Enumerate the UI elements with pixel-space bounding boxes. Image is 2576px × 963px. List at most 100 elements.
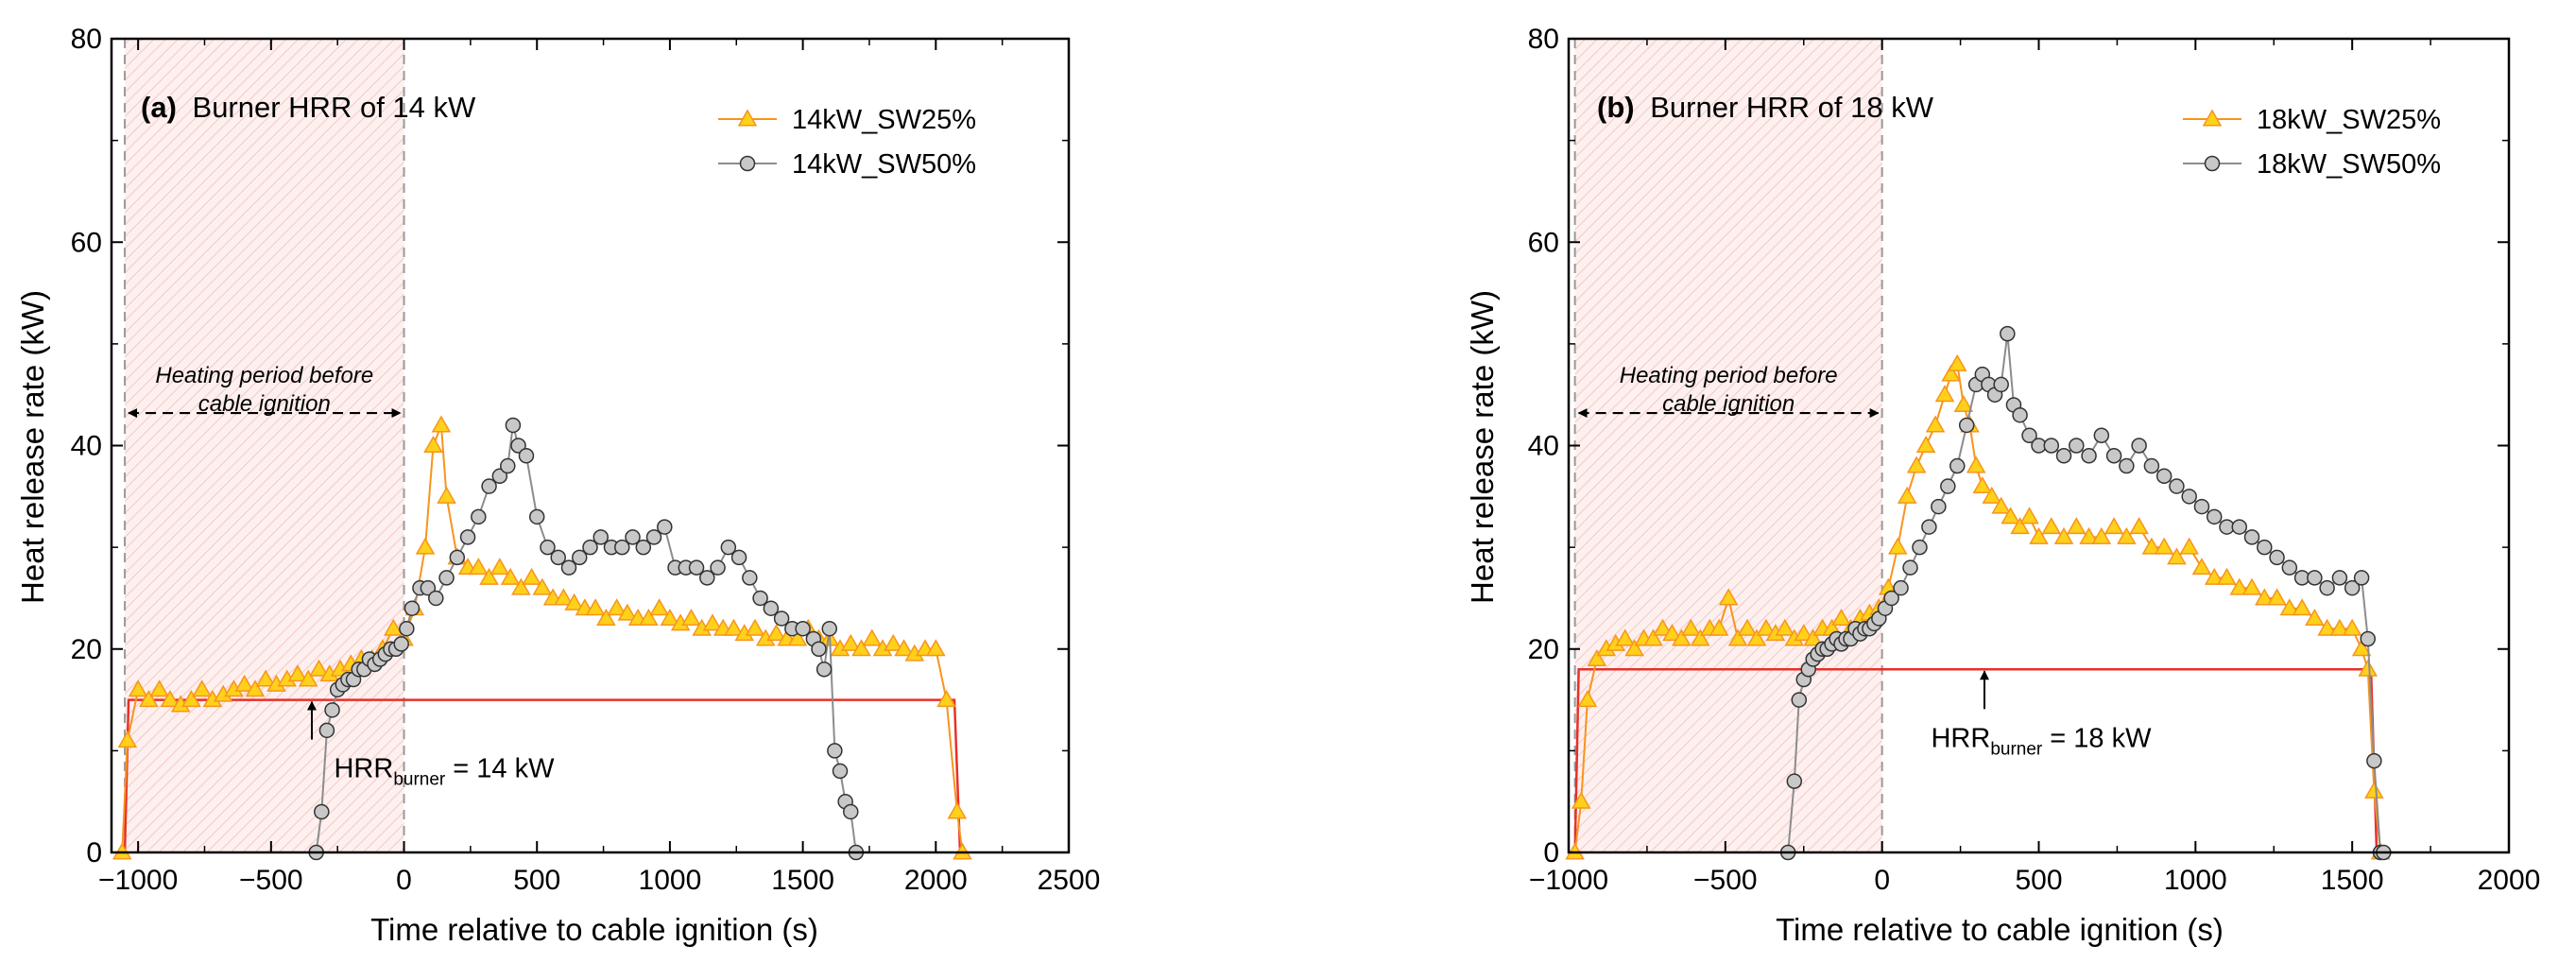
panel-a-series-1-point — [471, 508, 487, 525]
panel-a-y-tick-label: 60 — [71, 227, 102, 258]
panel-a-series-0-point — [298, 669, 318, 687]
panel-a-series-0-point — [617, 603, 638, 621]
panel-b-series-0-point — [1718, 588, 1739, 606]
panel-b-series-1-point — [2243, 529, 2260, 545]
panel-b-series-1-point — [1791, 692, 1808, 708]
panel-a-series-1-point — [832, 763, 849, 780]
panel-b-series-1-point — [1931, 498, 1947, 515]
panel-a-series-0-point — [160, 690, 180, 708]
panel-b-series-0-point — [1803, 628, 1823, 646]
panel-b-series-0-point — [2167, 547, 2187, 565]
panel-a-series-0-point — [883, 633, 903, 651]
panel-b-series-0-point — [1737, 618, 1758, 636]
panel-b-series-0-point — [2191, 558, 2212, 576]
panel-a-heating-label-line-0: Heating period before — [155, 363, 373, 388]
panel-b-series-1-point — [2169, 478, 2185, 494]
panel-b-series-0-point — [2204, 567, 2224, 585]
panel-b-series-0-point — [2079, 526, 2099, 544]
panel-b-series-0-point — [2305, 608, 2325, 626]
panel-b-series-1-point — [2360, 630, 2376, 647]
panel-a-series-1-point — [582, 539, 598, 556]
panel-a-series-0-point — [787, 628, 808, 646]
panel-a-series-1-point — [428, 590, 444, 607]
panel-b-series-1-point — [2344, 579, 2361, 596]
panel-a-series-0-point — [564, 593, 584, 610]
panel-a-series-1-point — [314, 803, 330, 820]
panel-a-series-0-point — [423, 435, 443, 453]
panel-b-series-1-point — [2143, 457, 2160, 474]
panel-b-title: (b) Burner HRR of 18 kW — [1597, 91, 1934, 124]
panel-a-series-0-point — [554, 588, 574, 606]
panel-a-series-1-point — [710, 559, 726, 576]
panel-a-burner-label: HRRburner = 14 kW — [334, 754, 555, 790]
panel-b-legend-label-0: 18kW_SW25% — [2257, 105, 2441, 135]
panel-b-y-tick-label: 60 — [1528, 227, 1559, 258]
panel-a-series-0-point — [894, 639, 914, 657]
panel-b-series-0-point — [1672, 628, 1692, 646]
panel-b-series-1-point — [1912, 539, 1928, 556]
panel-a-y-tick-label: 20 — [71, 634, 102, 665]
panel-a-burner-label-value: = 14 kW — [445, 754, 555, 784]
panel-b-series-0-point — [1615, 628, 1635, 646]
panel-b-series-0-point — [1972, 476, 1993, 494]
panel-a-series-1-point — [528, 508, 545, 525]
panel-a-series-1-point — [571, 549, 588, 566]
panel-a-series-1-point — [500, 457, 516, 474]
panel-a-x-tick-label: −1000 — [98, 865, 178, 896]
panel-a-series-0-point — [766, 624, 786, 642]
panel-b-series-0-point — [1756, 618, 1777, 636]
panel-b-x-tick-label: 2000 — [2478, 865, 2541, 896]
panel-b-series-0-point — [1571, 791, 1591, 809]
panel-b-series-1-point — [2105, 448, 2122, 464]
panel-b-series-0-point — [2001, 507, 2020, 524]
panel-b-y-tick-label: 40 — [1528, 431, 1559, 462]
panel-a-heating-region — [125, 39, 404, 852]
panel-b-series-0-point — [2053, 526, 2074, 544]
panel-b-series-0-point — [1794, 624, 1814, 642]
panel-a-series-1-point — [393, 636, 409, 652]
panel-b-series-1-point — [2012, 406, 2028, 423]
panel-b-series-1-point — [2055, 448, 2072, 464]
panel-b-y-tick-label: 0 — [1543, 837, 1559, 868]
panel-b-series-0-point — [1624, 639, 1644, 657]
panel-a-series-1-point — [550, 549, 566, 566]
panel-a-series-1-point — [821, 620, 837, 637]
panel-b-series-0-point — [2364, 781, 2384, 799]
panel-a-title: (a) Burner HRR of 14 kW — [141, 91, 476, 124]
panel-b-series-1-point — [2206, 508, 2223, 525]
panel-b-series-0-point — [2029, 526, 2049, 544]
panel-b-series-0-point — [1915, 435, 1936, 453]
panel-b-series-0-point — [2292, 598, 2312, 616]
panel-b-series-1-point — [2193, 498, 2210, 515]
panel-b-series-1-point — [1786, 773, 1803, 789]
panel-b-series-0-point — [1587, 649, 1607, 667]
panel-a-series-1-point — [324, 702, 340, 718]
panel-a-series-0-point — [596, 608, 616, 626]
panel-b-series-0-point — [2104, 517, 2124, 535]
panel-b-y-tick-label: 80 — [1528, 24, 1559, 55]
panel-b-series-1-point — [2069, 438, 2085, 454]
panel-b-series-0-point — [2279, 598, 2300, 616]
panel-a-series-1-point — [420, 579, 437, 596]
panel-b-series-1-point — [2281, 559, 2298, 576]
panel-b-x-tick-label: −500 — [1693, 865, 1758, 896]
panel-b-series-1-point — [2331, 570, 2348, 586]
panel-b-series-1-point — [2307, 570, 2323, 586]
panel-a-series-1-point — [625, 529, 641, 545]
panel-a-series-1-point — [645, 529, 662, 545]
panel-b-series-1-point — [2021, 427, 2037, 443]
panel-a-series-1-point — [843, 803, 859, 820]
panel-a-series-1-point — [438, 570, 455, 586]
panel-b-legend-marker-0 — [2202, 109, 2223, 127]
panel-b-x-tick-label: 1000 — [2164, 865, 2227, 896]
panel-b-legend: 18kW_SW25% 18kW_SW50% — [2183, 105, 2441, 180]
panel-a-series-0-point — [745, 618, 765, 636]
panel-a-series-0-point — [500, 567, 521, 585]
panel-a-series-0-point — [489, 558, 510, 576]
panel-a-series-0-point — [431, 415, 452, 433]
panel-a-series-0-point — [511, 577, 531, 595]
panel-b-series-0-point — [2229, 577, 2250, 595]
panel-a-series-0-point — [724, 618, 744, 636]
panel-a-series-0-point — [660, 608, 680, 626]
